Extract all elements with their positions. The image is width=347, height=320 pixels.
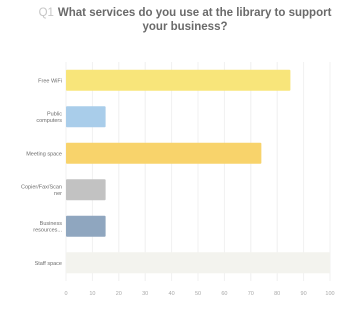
- category-label-5-0: Staff space: [35, 261, 62, 267]
- tick-label-5: 50: [195, 291, 201, 297]
- category-label-1-1: computers: [36, 118, 62, 124]
- tick-label-4: 40: [169, 291, 175, 297]
- chart-title: Q1 What services do you use at the librar…: [30, 6, 340, 34]
- category-label-4-0: Business: [40, 221, 63, 227]
- bar-5: [66, 252, 330, 274]
- tick-label-2: 20: [116, 291, 122, 297]
- question-title: What services do you use at the library …: [57, 7, 332, 33]
- bar-0: [66, 69, 291, 91]
- category-label-0-0: Free WiFi: [38, 78, 62, 84]
- tick-label-6: 60: [221, 291, 227, 297]
- question-number: Q1: [38, 7, 54, 19]
- tick-label-3: 30: [142, 291, 148, 297]
- bar-2: [66, 142, 262, 164]
- category-label-2-0: Meeting space: [26, 151, 62, 157]
- tick-label-8: 80: [274, 291, 280, 297]
- tick-label-9: 90: [301, 291, 307, 297]
- category-label-1-0: Public: [47, 112, 62, 118]
- category-label-3-1: ner: [54, 191, 62, 197]
- category-label-4-1: resources...: [33, 228, 62, 234]
- bar-3: [66, 179, 106, 201]
- category-label-3-0: Copier/Fax/Scan: [21, 185, 62, 191]
- tick-label-10: 100: [325, 291, 334, 297]
- tick-label-1: 10: [89, 291, 95, 297]
- bar-4: [66, 215, 106, 237]
- bar-1: [66, 106, 106, 128]
- tick-label-7: 70: [248, 291, 254, 297]
- tick-label-0: 0: [64, 291, 67, 297]
